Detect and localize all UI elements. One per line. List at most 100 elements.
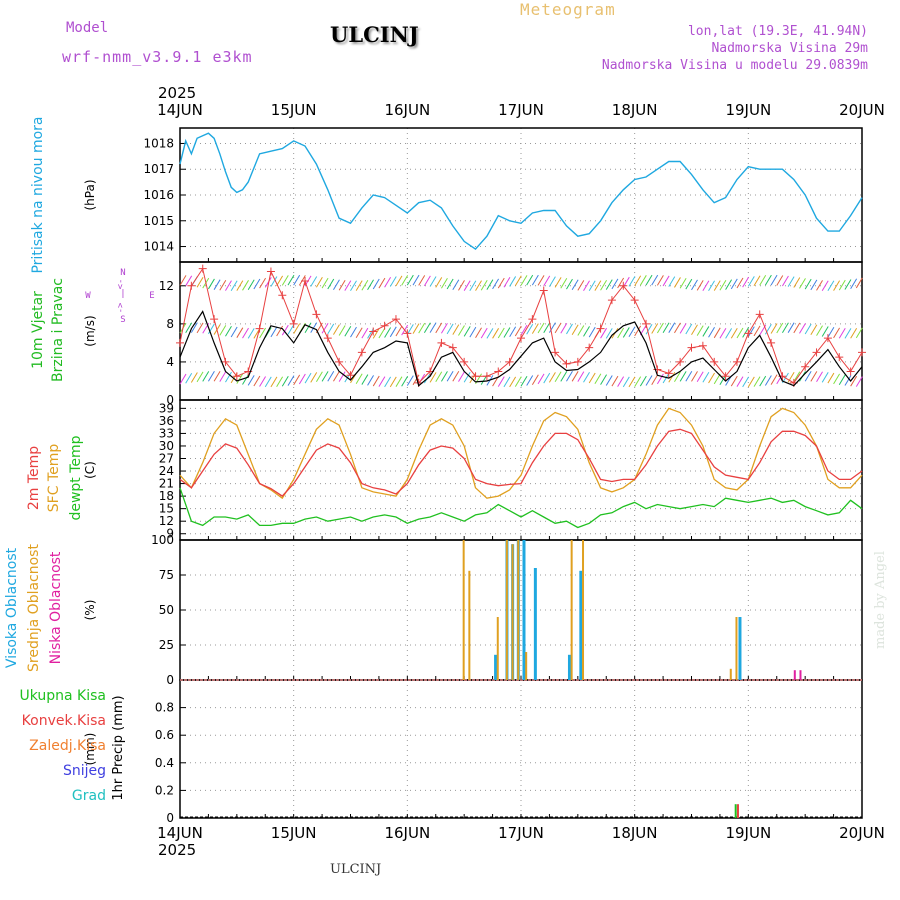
wind-barb [372, 278, 380, 290]
gust-point [210, 315, 219, 324]
gust-point [505, 357, 514, 366]
temp-legend-1: SFC Temp [46, 444, 62, 513]
lonlat: lon,lat (19.3E, 41.94N) [687, 24, 868, 39]
wind-barb [367, 375, 374, 386]
x-tick-label-bottom: 14JUN [157, 824, 203, 842]
unit-label: (m/s) [83, 315, 97, 346]
wind-barb [435, 322, 443, 334]
unit-label: (hPa) [83, 179, 97, 210]
gust-point [710, 357, 719, 366]
wind-barb [185, 275, 193, 287]
wind-barb [793, 322, 801, 334]
wind-barb [236, 327, 244, 338]
wind-barb [509, 376, 517, 388]
wind-barb [583, 371, 590, 383]
gust-point [198, 264, 207, 273]
wind-barb [821, 372, 829, 383]
wind-barb [327, 278, 335, 290]
y-tick-label: 1017 [143, 162, 174, 176]
wind-barb [378, 277, 386, 289]
wind-barb [708, 280, 715, 292]
wind-barb [855, 376, 863, 387]
wind-barb [833, 280, 841, 291]
gust-point [460, 357, 469, 366]
wind-barb [350, 326, 357, 338]
cloud-bar [522, 540, 526, 680]
wind-barb [583, 326, 590, 337]
wind-barb [662, 275, 670, 287]
wind-barb [810, 371, 818, 382]
wind-barb [429, 276, 437, 287]
wind-barb [799, 278, 806, 289]
wind-barb [446, 370, 454, 382]
wind-barb [509, 326, 517, 338]
gust-point [494, 367, 503, 376]
y-tick-label: 50 [159, 603, 174, 617]
wind-barb [486, 328, 494, 339]
y-tick-label: 0.6 [155, 728, 174, 742]
x-tick-label-bottom: 18JUN [612, 824, 658, 842]
y-tick-label: 0.2 [155, 783, 174, 797]
wind-barb [821, 280, 829, 291]
wind-barb [742, 327, 750, 338]
wind-barb [730, 375, 738, 387]
gust-point [767, 338, 776, 347]
model-label: Model [66, 20, 109, 36]
wind-barb [759, 275, 767, 286]
wind-barb [441, 323, 448, 334]
wind-barb [560, 371, 568, 382]
wind-barb [179, 373, 187, 385]
wind-barb [367, 279, 374, 290]
wind-barb [429, 322, 437, 333]
wind-barb [281, 376, 289, 387]
wind-barb [679, 371, 687, 382]
wind-barb [793, 277, 801, 288]
wind-barb [526, 375, 534, 386]
y-tick-label: 0 [166, 673, 174, 687]
wind-barb [611, 278, 619, 290]
x-tick-label-bottom: 15JUN [271, 824, 317, 842]
wind-barb [548, 276, 556, 287]
y-tick-label: 36 [159, 414, 174, 428]
y-tick-label: 75 [159, 568, 174, 582]
gust-point [596, 324, 605, 333]
wind-barb [736, 327, 744, 339]
wind-barb [230, 280, 238, 292]
year-bottom: 2025 [158, 841, 196, 859]
wind-barb [736, 277, 744, 289]
wind-barb [202, 371, 210, 382]
wind-barb [594, 373, 602, 385]
wind-barb [418, 322, 426, 334]
wind-barb [537, 322, 545, 334]
gust-point [528, 315, 537, 324]
wind-barb [259, 277, 266, 289]
wind-barb [259, 327, 266, 339]
wind-barb [452, 279, 460, 291]
wind-barb [770, 374, 778, 385]
gust-point [301, 277, 310, 286]
y-tick-label: 9 [166, 527, 174, 541]
wind-barb [605, 279, 613, 290]
wind-barb [395, 275, 403, 287]
wind-barb [310, 276, 318, 287]
wind-barb [247, 328, 255, 339]
gust-point [221, 357, 230, 366]
wind-barb [566, 278, 573, 290]
compass-bar: | [120, 289, 125, 299]
wind-barb [458, 371, 465, 382]
y-tick-label: 27 [159, 452, 174, 466]
wind-barb [816, 280, 823, 291]
wind-barb [401, 375, 409, 387]
cloud-bar [525, 652, 528, 680]
unit-label: (%) [83, 600, 97, 621]
wind-barb [190, 322, 198, 333]
gust-point [664, 369, 673, 378]
wind-barb [475, 280, 482, 291]
wind-barb [264, 376, 272, 388]
precip-axis-label: 1hr Precip (mm) [111, 695, 126, 800]
wind-barb [486, 279, 494, 290]
gust-point [289, 319, 298, 328]
wind-barb [327, 323, 335, 335]
wind-barb [776, 275, 784, 286]
precip-legend-3: Snijeg [63, 763, 106, 779]
